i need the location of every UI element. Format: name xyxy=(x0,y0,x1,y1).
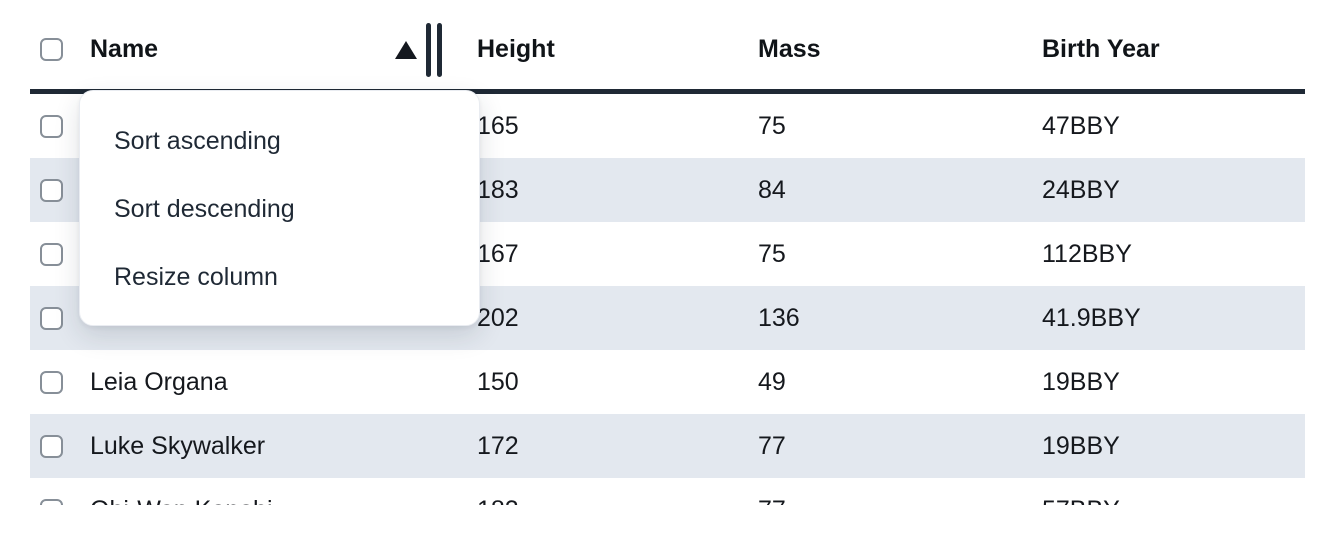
row-checkbox-cell xyxy=(30,242,78,266)
cell-height: 165 xyxy=(477,111,519,140)
cell-mass: 49 xyxy=(758,367,786,396)
row-checkbox[interactable] xyxy=(40,306,63,330)
column-header-name[interactable]: Name xyxy=(78,22,460,77)
cell-birth-year: 47BBY xyxy=(1042,111,1120,140)
column-header-birth-year[interactable]: Birth Year xyxy=(1025,35,1305,64)
cell-height: 150 xyxy=(477,367,519,396)
cell-name: Leia Organa xyxy=(90,367,228,396)
cell-name: Obi-Wan Kenobi xyxy=(78,496,460,506)
data-grid: Name Height Mass Birth Year 165 7 xyxy=(30,0,1305,505)
cell-mass: 84 xyxy=(758,175,786,204)
cell-mass: 75 xyxy=(758,239,786,268)
menu-item-resize-column[interactable]: Resize column xyxy=(114,262,278,291)
cell-mass: 75 xyxy=(758,111,786,140)
column-menu: Sort ascending Sort descending Resize colu… xyxy=(79,90,480,326)
sort-ascending-icon xyxy=(395,40,417,59)
row-checkbox-cell xyxy=(30,306,78,330)
cell-birth-year: 112BBY xyxy=(1042,239,1132,268)
cell-birth-year: 19BBY xyxy=(1042,431,1120,460)
column-header-height-label: Height xyxy=(477,35,555,63)
table-row: Luke Skywalker 172 77 19BBY xyxy=(30,414,1305,478)
column-header-mass-label: Mass xyxy=(758,35,821,63)
table-row: Leia Organa 150 49 19BBY xyxy=(30,350,1305,414)
row-checkbox[interactable] xyxy=(40,498,63,505)
header-checkbox-cell xyxy=(30,38,78,61)
cell-height: 172 xyxy=(477,431,519,460)
menu-item-sort-ascending[interactable]: Sort ascending xyxy=(114,126,281,155)
row-checkbox-cell xyxy=(30,498,78,505)
cell-height: 202 xyxy=(477,303,519,332)
column-resize-handle[interactable] xyxy=(426,22,442,77)
cell-height: 167 xyxy=(477,239,519,268)
table-header: Name Height Mass Birth Year xyxy=(30,0,1305,94)
column-header-birth-year-label: Birth Year xyxy=(1042,35,1160,63)
row-checkbox-cell xyxy=(30,178,78,202)
row-checkbox[interactable] xyxy=(40,114,63,138)
column-header-height[interactable]: Height xyxy=(460,35,740,64)
column-header-mass[interactable]: Mass xyxy=(740,35,1025,64)
cell-mass: 77 xyxy=(758,431,786,460)
menu-item-sort-descending[interactable]: Sort descending xyxy=(114,194,295,223)
cell-birth-year: 19BBY xyxy=(1042,367,1120,396)
row-checkbox-cell xyxy=(30,114,78,138)
row-checkbox[interactable] xyxy=(40,178,63,202)
cell-birth-year: 57BBY xyxy=(1025,496,1305,506)
select-all-checkbox[interactable] xyxy=(40,38,63,61)
row-checkbox[interactable] xyxy=(40,242,63,266)
cell-mass: 77 xyxy=(740,496,1025,506)
cell-name: Luke Skywalker xyxy=(90,431,266,460)
cell-height: 183 xyxy=(477,175,519,204)
cell-mass: 136 xyxy=(758,303,800,332)
row-checkbox[interactable] xyxy=(40,370,63,394)
table-row: Obi-Wan Kenobi 182 77 57BBY xyxy=(30,478,1305,505)
column-header-name-label: Name xyxy=(90,35,159,63)
cell-birth-year: 41.9BBY xyxy=(1042,303,1141,332)
row-checkbox[interactable] xyxy=(40,434,63,458)
row-checkbox-cell xyxy=(30,370,78,394)
cell-height: 182 xyxy=(460,496,740,506)
row-checkbox-cell xyxy=(30,434,78,458)
cell-birth-year: 24BBY xyxy=(1042,175,1120,204)
table-body: 165 75 47BBY 183 84 24BBY 167 75 112BBY xyxy=(30,94,1305,505)
